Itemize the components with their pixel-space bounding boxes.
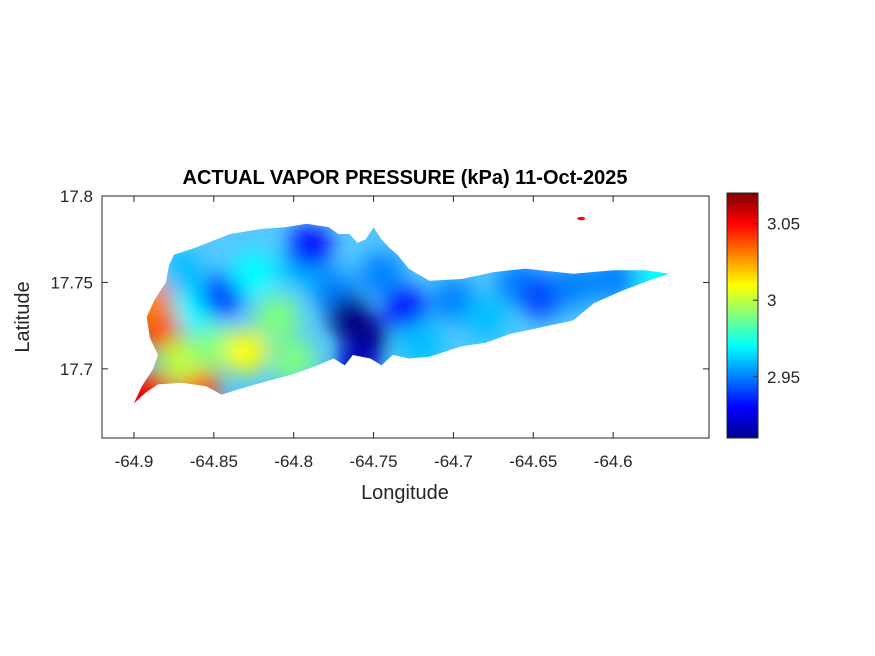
x-axis-label: Longitude	[361, 482, 449, 504]
colorbar: 2.95 3 3.05	[726, 192, 800, 439]
field-point-15	[287, 225, 332, 270]
islet-mark	[577, 216, 586, 221]
field-point-22	[399, 320, 444, 365]
field-point-7	[159, 251, 204, 296]
field-point-8	[199, 274, 244, 319]
field-point-10	[223, 329, 268, 374]
colorbar-tick-label: 2.95	[767, 368, 800, 387]
field-point-27	[551, 263, 596, 308]
colorbar-tick-label: 3.05	[767, 215, 800, 234]
x-tick-label: -64.75	[349, 452, 397, 471]
field-point-11	[231, 251, 276, 296]
x-axis: -64.9 -64.85 -64.8 -64.75 -64.7 -64.65 -64.6	[115, 196, 633, 471]
y-axis: 17.7 17.75 17.8	[50, 187, 709, 379]
field-point-12	[255, 295, 300, 339]
colorbar-gradient	[726, 192, 759, 439]
x-tick-label: -64.8	[274, 452, 313, 471]
x-tick-label: -64.85	[190, 452, 238, 471]
colorbar-tick-label: 3	[767, 291, 776, 310]
x-tick-label: -64.65	[509, 452, 557, 471]
x-tick-label: -64.7	[434, 452, 473, 471]
x-tick-label: -64.9	[115, 452, 154, 471]
field-point-21	[383, 286, 428, 331]
y-tick-label: 17.75	[50, 273, 93, 292]
y-tick-label: 17.7	[60, 360, 93, 379]
chart-title: ACTUAL VAPOR PRESSURE (kPa) 11-Oct-2025	[183, 167, 628, 189]
y-axis-label: Latitude	[12, 281, 34, 352]
field-point-9	[191, 326, 236, 371]
field-point-20	[359, 251, 404, 296]
field-point-24	[463, 295, 508, 339]
x-tick-label: -64.6	[594, 452, 633, 471]
y-tick-label: 17.8	[60, 187, 93, 206]
